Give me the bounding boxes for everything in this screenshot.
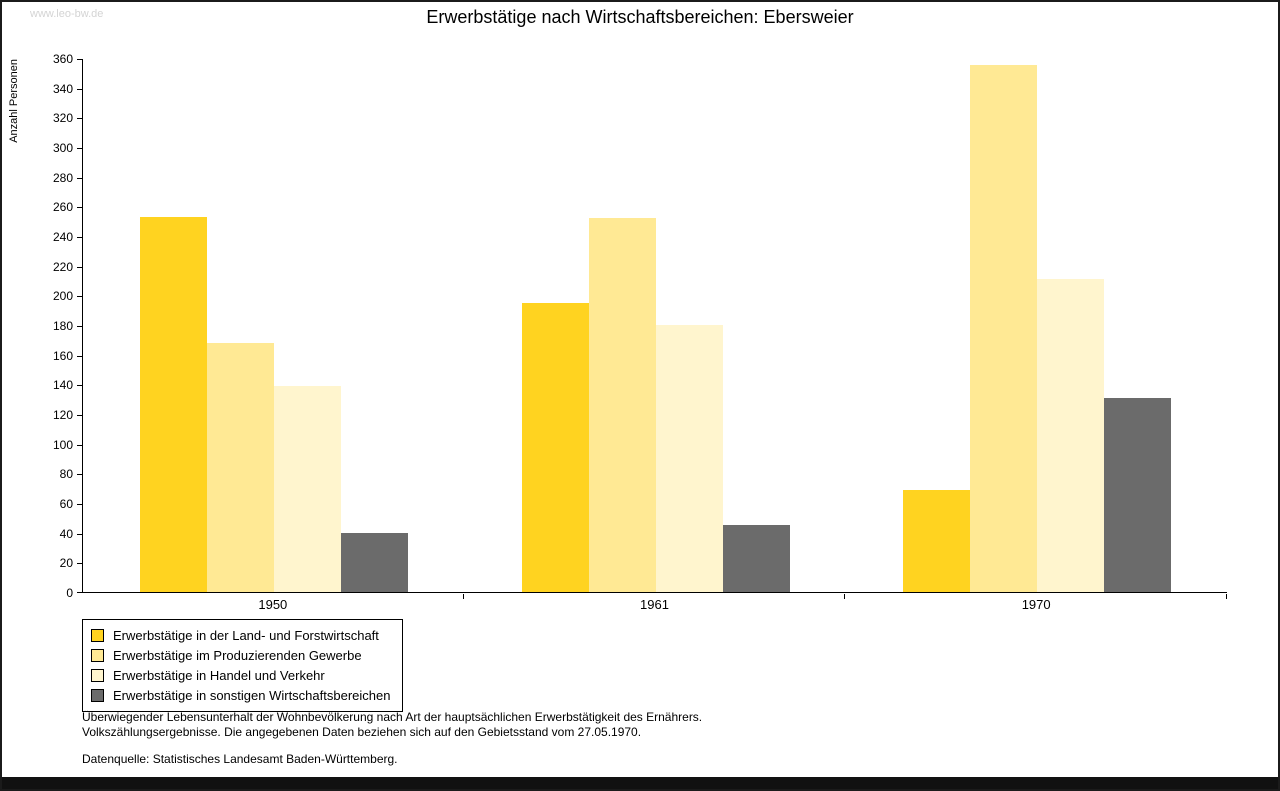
x-tick-mark [1226,594,1227,599]
legend-item: Erwerbstätige in der Land- und Forstwirt… [91,625,390,645]
bottom-border-bar [2,777,1278,789]
y-tick-label: 180 [52,319,73,333]
y-tick-mark [77,88,82,90]
y-tick-mark [77,592,82,593]
y-tick-label: 160 [52,348,73,363]
y-tick-label: 120 [52,408,73,422]
x-category-label: 1961 [640,597,669,612]
y-tick-mark [77,415,82,416]
legend-label: Erwerbstätige in Handel und Verkehr [113,667,325,683]
y-tick-label: 340 [52,81,73,96]
legend-label: Erwerbstätige in sonstigen Wirtschaftsbe… [113,687,391,703]
y-tick-label: 300 [52,141,73,155]
bar [655,325,723,592]
x-category-label: 1950 [258,597,288,612]
bar [1037,279,1105,592]
legend-swatch [91,688,104,702]
watermark: www.leo-bw.de [30,8,104,20]
y-tick-mark [77,237,82,238]
bar [588,218,656,592]
x-category-label: 1970 [1021,597,1051,612]
chart-title: Erwerbstätige nach Wirtschaftsbereichen:… [426,7,854,27]
y-tick-mark [77,118,82,120]
bar [970,65,1038,592]
y-tick-mark [77,504,82,505]
footnotes: Überwiegender Lebensunterhalt der Wohnbe… [82,710,702,767]
y-tick-label: 280 [52,170,73,185]
y-tick-mark [77,533,82,535]
y-tick-mark [77,266,82,268]
y-tick-mark [77,385,82,387]
y-tick-label: 100 [52,437,73,452]
legend-item: Erwerbstätige in Handel und Verkehr [91,665,390,685]
plot-area [82,59,1227,593]
data-source: Datenquelle: Statistisches Landesamt Bad… [82,752,398,766]
y-tick-mark [77,148,82,149]
y-tick-label: 0 [66,586,73,600]
legend-swatch [91,668,104,682]
y-tick-mark [77,207,82,209]
y-tick-label: 320 [52,111,73,126]
x-axis: 1950 1961 1970 [82,594,1227,616]
bar [273,385,341,592]
y-tick-label: 360 [52,52,73,66]
legend-item: Erwerbstätige im Produzierenden Gewerbe [91,645,390,665]
legend-swatch [91,628,104,642]
legend-item: Erwerbstätige in sonstigen Wirtschaftsbe… [91,685,390,705]
legend-label: Erwerbstätige im Produzierenden Gewerbe [113,647,362,663]
y-tick-label: 240 [52,230,73,244]
y-tick-label: 260 [52,200,73,215]
y-axis: 0 20 40 60 80 100 120 140 160 180 200 220 240 260 280 3… [2,52,82,600]
y-tick-label: 20 [59,556,73,571]
legend: Erwerbstätige in der Land- und Forstwirt… [82,619,404,712]
y-tick-label: 60 [59,497,73,511]
bar [521,302,589,592]
y-tick-mark [77,474,82,476]
bar [1104,397,1172,592]
bar [903,489,971,592]
footnote-line-2: Volkszählungsergebnisse. Die angegebenen… [82,725,642,739]
bar [139,216,207,592]
y-tick-label: 80 [59,467,73,482]
y-tick-mark [77,444,82,446]
bar [340,532,408,592]
legend-swatch [91,648,104,662]
legend-label: Erwerbstätige in der Land- und Forstwirt… [113,627,379,643]
y-tick-mark [77,355,82,357]
y-tick-mark [77,177,82,179]
y-tick-label: 200 [52,289,73,304]
y-tick-mark [77,563,82,565]
bar [206,342,274,592]
x-tick-mark [462,594,464,599]
y-tick-mark [77,296,82,298]
y-tick-mark [77,59,82,60]
footnote-line-1: Überwiegender Lebensunterhalt der Wohnbe… [82,710,703,724]
y-tick-mark [77,326,82,327]
y-tick-label: 40 [59,526,73,541]
y-tick-label: 140 [52,378,73,393]
y-tick-label: 220 [52,259,73,274]
bar [722,525,790,592]
x-tick-mark [844,594,846,599]
